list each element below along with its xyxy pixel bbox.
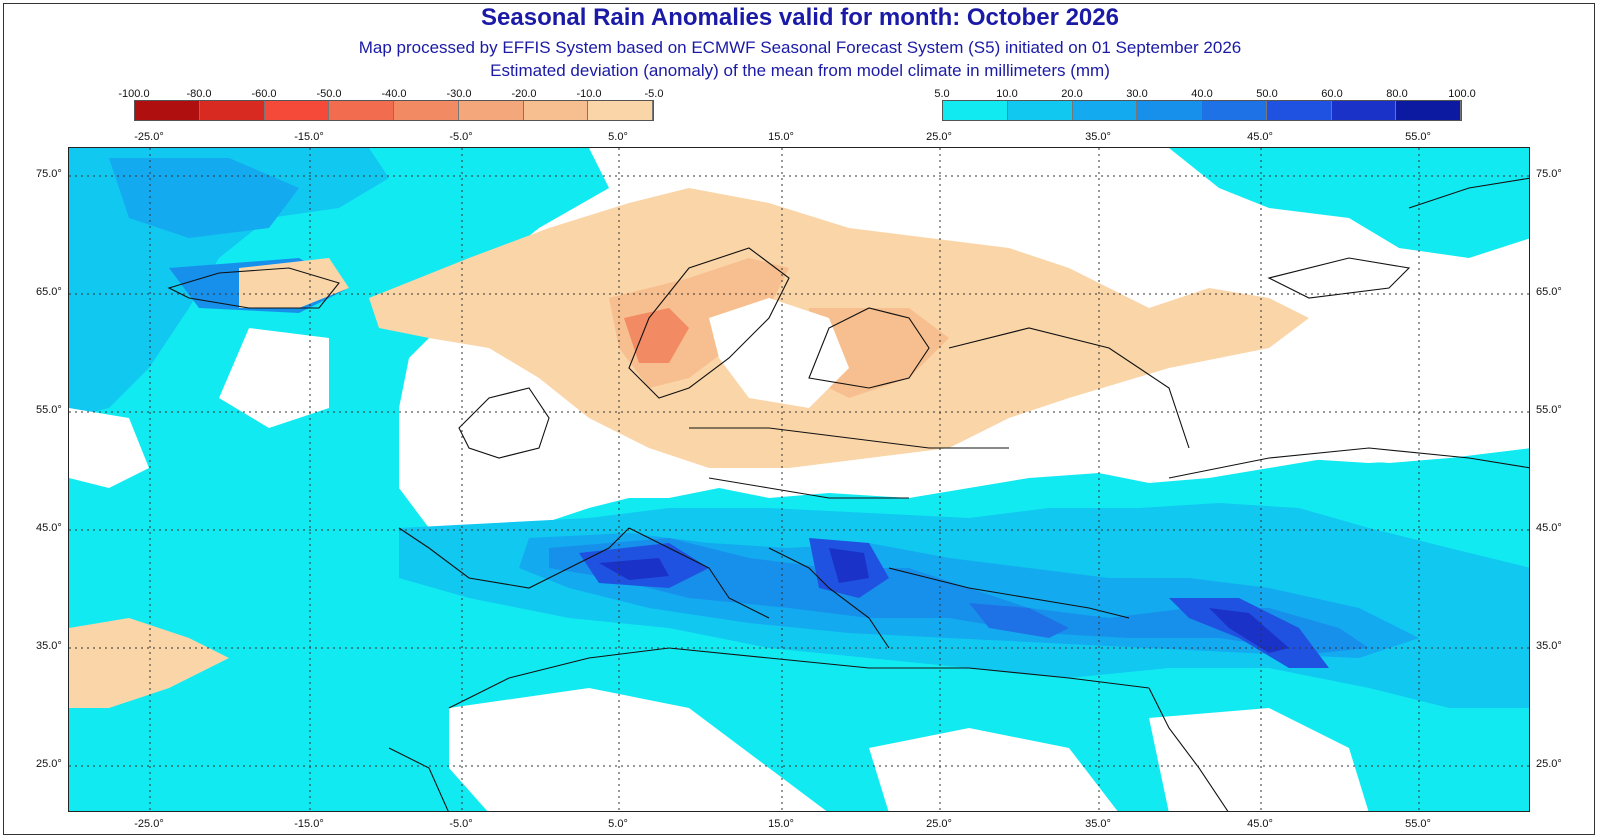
legend-positive: 5.0 10.0 20.0 30.0 40.0 50.0 60.0 80.0 100.0 — [934, 88, 1476, 124]
legend-negative-swatch — [588, 101, 653, 120]
legend-positive-swatch — [1072, 101, 1138, 120]
legend-positive-swatch — [1331, 101, 1397, 120]
graticule — [69, 148, 1529, 811]
latitude-label: 65.0° — [1536, 286, 1562, 298]
latitude-label: 55.0° — [1536, 404, 1562, 416]
longitude-label: -25.0° — [134, 131, 164, 143]
longitude-label: 15.0° — [768, 818, 794, 830]
longitude-label: 35.0° — [1085, 131, 1111, 143]
legend-positive-label: 5.0 — [934, 88, 950, 100]
latitude-label: 25.0° — [1536, 758, 1562, 770]
longitude-label: 5.0° — [608, 818, 628, 830]
latitude-label: 55.0° — [36, 404, 62, 416]
neutral-areas — [69, 298, 1529, 811]
latitude-label: 45.0° — [1536, 522, 1562, 534]
legend-positive-label: 80.0 — [1386, 88, 1408, 100]
latitude-label: 35.0° — [1536, 640, 1562, 652]
legend-negative-swatch — [394, 101, 459, 120]
legend-negative-label: -5.0 — [644, 88, 664, 100]
legend-positive-swatch — [1137, 101, 1202, 120]
legend-negative-swatch — [264, 101, 330, 120]
legend-positive-label: 100.0 — [1448, 88, 1476, 100]
anomaly-map — [68, 147, 1530, 812]
legend-positive-label: 30.0 — [1126, 88, 1148, 100]
legend-positive-swatch — [1266, 101, 1332, 120]
legend-negative: -100.0 -80.0 -60.0 -50.0 -40.0 -30.0 -20.0 -10.… — [118, 88, 663, 124]
latitude-label: 25.0° — [36, 758, 62, 770]
longitude-label: -15.0° — [294, 131, 324, 143]
longitude-label: 55.0° — [1405, 131, 1431, 143]
latitude-label: 35.0° — [36, 640, 62, 652]
legend-negative-label: -50.0 — [316, 88, 342, 100]
legend-positive-swatch — [1396, 101, 1461, 120]
legend-negative-swatch — [329, 101, 394, 120]
legend-positive-label: 10.0 — [996, 88, 1018, 100]
longitude-label: 5.0° — [608, 131, 628, 143]
legend-negative-label: -40.0 — [381, 88, 407, 100]
legend-negative-swatch — [523, 101, 589, 120]
longitude-label: -5.0° — [449, 818, 473, 830]
longitude-label: 25.0° — [926, 131, 952, 143]
longitude-label: -25.0° — [134, 818, 164, 830]
latitude-label: 75.0° — [1536, 168, 1562, 180]
legend-positive-swatches — [942, 100, 1462, 121]
map-subtitle-units: Estimated deviation (anomaly) of the mea… — [490, 61, 1110, 80]
legend-positive-swatch — [1202, 101, 1267, 120]
anomaly-map-canvas — [69, 148, 1529, 811]
legend-negative-label: -20.0 — [511, 88, 537, 100]
latitude-label: 75.0° — [36, 168, 62, 180]
legend-negative-swatches — [134, 100, 654, 121]
legend-negative-label: -80.0 — [186, 88, 212, 100]
legend-negative-label: -10.0 — [576, 88, 602, 100]
legend-negative-label: -100.0 — [118, 88, 150, 100]
longitude-label: 45.0° — [1247, 818, 1273, 830]
legend-negative-swatch — [135, 101, 200, 120]
legend-negative-label: -30.0 — [446, 88, 472, 100]
longitude-label: -15.0° — [294, 818, 324, 830]
map-subtitle-processing: Map processed by EFFIS System based on E… — [358, 38, 1242, 57]
legend-positive-swatch — [1007, 101, 1073, 120]
legend-positive-label: 60.0 — [1321, 88, 1343, 100]
longitude-label: 25.0° — [926, 818, 952, 830]
longitude-label: -5.0° — [449, 131, 473, 143]
coastlines — [167, 177, 1529, 811]
legend-positive-label: 50.0 — [1256, 88, 1278, 100]
map-title: Seasonal Rain Anomalies valid for month:… — [481, 4, 1119, 31]
legend-positive-swatch — [943, 101, 1008, 120]
legend-positive-label: 20.0 — [1061, 88, 1083, 100]
latitude-label: 65.0° — [36, 286, 62, 298]
longitude-label: 45.0° — [1247, 131, 1273, 143]
longitude-label: 55.0° — [1405, 818, 1431, 830]
longitude-label: 35.0° — [1085, 818, 1111, 830]
legend-positive-label: 40.0 — [1191, 88, 1213, 100]
latitude-label: 45.0° — [36, 522, 62, 534]
longitude-label: 15.0° — [768, 131, 794, 143]
figure-frame — [3, 3, 1595, 835]
legend-negative-swatch — [458, 101, 524, 120]
legend-negative-label: -60.0 — [251, 88, 277, 100]
legend-negative-swatch — [199, 101, 265, 120]
